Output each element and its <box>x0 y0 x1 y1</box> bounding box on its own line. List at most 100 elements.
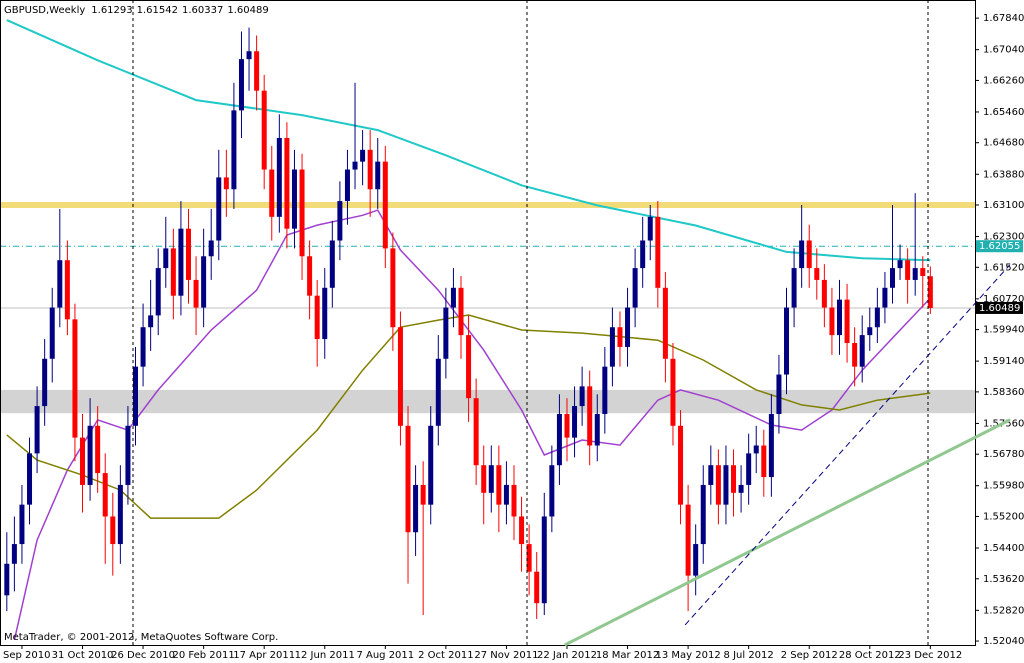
support-band <box>0 389 975 414</box>
moving-average <box>6 314 931 519</box>
symbol: GBPUSD,Weekly <box>4 5 85 16</box>
candle-body <box>435 358 441 426</box>
candle-body <box>344 169 350 202</box>
candle-body <box>519 516 525 545</box>
candle-body <box>185 228 191 280</box>
candle-body <box>170 248 176 296</box>
candle-body <box>738 484 744 493</box>
candle-body <box>806 240 812 269</box>
candle-body <box>352 161 358 170</box>
candle-body <box>632 268 638 308</box>
candle-body <box>428 425 434 505</box>
x-tick-label: 18 Mar 2012 <box>596 650 659 661</box>
candle-body <box>799 240 805 269</box>
candle-body <box>655 216 661 288</box>
y-tick-label: 1.53620 <box>983 574 1024 585</box>
candle-body <box>867 327 873 336</box>
candle-body <box>291 169 297 229</box>
candle-body <box>814 268 820 280</box>
candle-body <box>617 327 623 347</box>
candle-body <box>625 307 631 347</box>
candle-body <box>201 256 207 308</box>
candle-body <box>49 307 55 359</box>
moving-average <box>6 19 931 262</box>
y-tick-label: 1.64680 <box>983 138 1024 149</box>
candle-body <box>102 473 108 517</box>
y-tick-label: 1.55980 <box>983 481 1024 492</box>
candle-body <box>874 307 880 328</box>
candle-body <box>723 465 729 505</box>
candle-body <box>57 260 63 308</box>
candle-body <box>602 366 608 414</box>
candle-body <box>927 276 933 308</box>
y-tick-label: 1.58360 <box>983 387 1024 398</box>
low-value: 1.60337 <box>182 5 223 16</box>
candle-body <box>458 287 464 336</box>
candle-body <box>640 240 646 269</box>
x-tick-label: 7 Aug 2011 <box>356 650 414 661</box>
x-tick-label: 23 Dec 2012 <box>898 650 962 661</box>
candle-body <box>768 413 774 478</box>
y-tick-label: 1.63880 <box>983 169 1024 180</box>
y-tick-label: 1.52820 <box>983 605 1024 616</box>
plot-area <box>0 19 975 641</box>
candle-body <box>42 358 48 407</box>
candle-body <box>19 504 25 545</box>
x-tick-label: 28 Oct 2012 <box>839 650 901 661</box>
candle-body <box>11 544 17 564</box>
candle-body <box>549 465 555 517</box>
candle-body <box>784 307 790 375</box>
candle-body <box>307 256 313 296</box>
candle-body <box>670 358 676 426</box>
candle-body <box>337 201 343 241</box>
candle-body <box>473 398 479 466</box>
candle-body <box>155 268 161 316</box>
candle-body <box>556 413 562 466</box>
candle-body <box>594 413 600 446</box>
trendline <box>684 264 1011 626</box>
chart-header: GBPUSD,Weekly 1.61293 1.61542 1.60337 1.6048… <box>4 5 269 16</box>
x-tick-label: 26 Dec 2010 <box>111 650 175 661</box>
candle-body <box>829 307 835 336</box>
candle-body <box>314 295 320 340</box>
candle-body <box>254 51 260 91</box>
candle-body <box>322 287 328 340</box>
price-label-box <box>976 240 1023 253</box>
candle-body <box>405 425 411 533</box>
candle-body <box>852 343 858 367</box>
x-tick-label: 22 Jan 2012 <box>537 650 597 661</box>
candle-body <box>761 445 767 478</box>
y-tick-label: 1.60720 <box>983 294 1024 305</box>
candle-body <box>776 374 782 414</box>
y-tick-label: 1.66260 <box>983 75 1024 86</box>
candle-body <box>753 445 759 454</box>
candle-body <box>413 484 419 533</box>
y-tick-label: 1.54400 <box>983 543 1024 554</box>
x-tick-label: 17 Apr 2011 <box>233 650 295 661</box>
price-label: 1.60489 <box>979 303 1020 314</box>
candle-body <box>64 260 70 320</box>
x-tick-label: 5 Sep 2010 <box>0 650 50 661</box>
candle-body <box>375 161 381 190</box>
x-tick-label: 2 Sep 2012 <box>781 650 838 661</box>
candle-body <box>80 437 86 485</box>
candle-body <box>238 59 244 111</box>
candle-body <box>791 268 797 308</box>
y-tick-label: 1.67040 <box>983 45 1024 56</box>
candle-body <box>367 149 373 190</box>
candle-body <box>836 299 842 336</box>
candle-body <box>193 279 199 308</box>
candle-body <box>693 544 699 576</box>
candle-body <box>496 465 502 505</box>
candle-body <box>246 51 252 60</box>
candle-body <box>443 307 449 359</box>
candle-body <box>208 240 214 257</box>
candle-body <box>125 425 131 485</box>
candle-body <box>647 216 653 241</box>
candle-body <box>390 248 396 328</box>
y-tick-label: 1.63100 <box>983 200 1024 211</box>
candle-body <box>700 484 706 545</box>
candle-body <box>72 319 78 438</box>
